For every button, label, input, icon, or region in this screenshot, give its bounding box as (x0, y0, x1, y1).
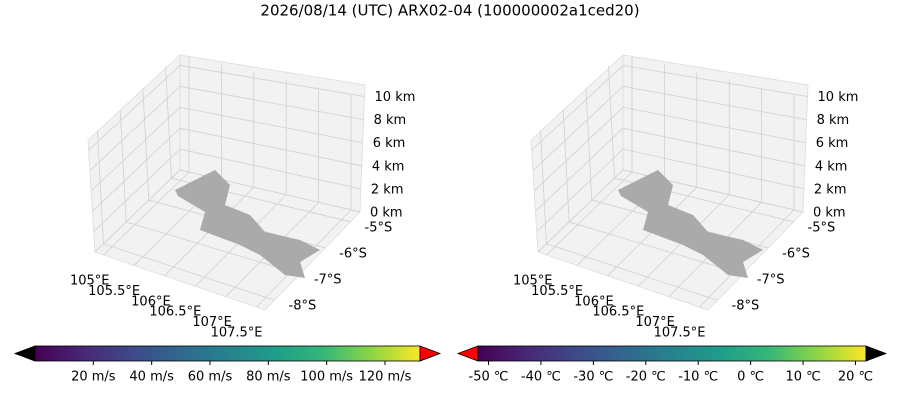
y-tick-label: -5°S (808, 220, 836, 235)
x-tick-label: 105°E (70, 273, 110, 288)
x-tick-label: 107.5°E (211, 326, 263, 341)
grid-line (103, 171, 190, 256)
colorbar-tick-label: -30 ℃ (573, 370, 613, 385)
z-tick-label: 8 km (817, 113, 850, 128)
grid-line (585, 88, 593, 201)
colorbar-tick-label: -50 ℃ (469, 370, 509, 385)
z-tick-label: 2 km (371, 182, 404, 197)
z-tick-label: 8 km (374, 113, 407, 128)
grid-line (562, 109, 570, 222)
z-tick-label: 0 km (813, 206, 846, 221)
land (175, 170, 320, 278)
grid-line (103, 243, 275, 301)
y-tick-label: -8°S (732, 299, 760, 314)
x-tick-label: 106°E (131, 294, 171, 309)
grid-line (569, 221, 743, 275)
grid-line (531, 65, 808, 151)
colorbar (34, 345, 421, 362)
grid-line (533, 106, 806, 192)
colorbar-extend-low (13, 345, 36, 362)
colorbar-extend-high (865, 345, 888, 362)
z-tick-label: 10 km (375, 90, 416, 105)
grid-line (89, 85, 364, 171)
colorbar-tick-label: 40 m/s (129, 370, 174, 385)
land (618, 170, 763, 278)
y-tick-label: -7°S (314, 273, 342, 288)
grid-line (142, 88, 150, 201)
grid-line (88, 65, 365, 151)
colorbar (477, 345, 867, 362)
colorbar-tick-label: 80 m/s (246, 370, 291, 385)
y-tick-label: -5°S (365, 220, 393, 235)
grid-line (536, 148, 804, 232)
y-tick-label: -6°S (339, 246, 367, 261)
colorbar-tick-label: 10 ℃ (785, 370, 820, 385)
grid-line (546, 243, 718, 301)
z-tick-label: 2 km (814, 182, 847, 197)
grid-line (90, 106, 363, 192)
colorbar-tick-label: 120 m/s (359, 370, 412, 385)
colorbar-tick-label: 60 m/s (188, 370, 233, 385)
grid-line (126, 221, 300, 275)
grid-line (119, 109, 127, 222)
y-tick-label: -8°S (289, 299, 317, 314)
grid-line (92, 127, 362, 212)
z-tick-label: 0 km (370, 206, 403, 221)
grid-line (608, 66, 615, 179)
x-tick-label: 105°E (513, 273, 553, 288)
x-tick-label: 107°E (635, 315, 675, 330)
colorbar-tick-label: -20 ℃ (626, 370, 666, 385)
grid-line (535, 127, 805, 212)
x-tick-label: 106.5°E (149, 305, 201, 320)
colorbar-tick-label: 100 m/s (300, 370, 353, 385)
z-tick-label: 6 km (373, 136, 406, 151)
x-tick-label: 106°E (574, 294, 614, 309)
colorbar-tick-label: 20 ℃ (838, 370, 873, 385)
grid-line (532, 85, 807, 171)
y-tick-label: -7°S (757, 273, 785, 288)
grid-line (165, 66, 172, 179)
z-tick-label: 10 km (818, 90, 859, 105)
grid-line (537, 169, 804, 253)
z-tick-label: 4 km (372, 159, 405, 174)
colorbar-tick-label: 20 m/s (71, 370, 116, 385)
grid-line (97, 131, 104, 244)
x-tick-label: 105.5°E (531, 284, 583, 299)
grid-line (94, 169, 361, 253)
z-tick-label: 4 km (815, 159, 848, 174)
colorbar-extend-low (456, 345, 479, 362)
x-tick-label: 106.5°E (592, 305, 644, 320)
colorbar-tick-label: 0 ℃ (737, 370, 764, 385)
x-tick-label: 105.5°E (88, 284, 140, 299)
y-tick-label: -6°S (782, 246, 810, 261)
colorbar-tick-label: -10 ℃ (678, 370, 718, 385)
grid-line (540, 131, 547, 244)
grid-line (546, 171, 633, 256)
x-tick-label: 107°E (192, 315, 232, 330)
grid-line (93, 148, 361, 232)
z-tick-label: 6 km (816, 136, 849, 151)
figure-title: 2026/08/14 (UTC) ARX02-04 (100000002a1ce… (260, 2, 639, 20)
x-tick-label: 107.5°E (654, 326, 706, 341)
colorbar-extend-high (419, 345, 442, 362)
colorbar-tick-label: -40 ℃ (521, 370, 561, 385)
